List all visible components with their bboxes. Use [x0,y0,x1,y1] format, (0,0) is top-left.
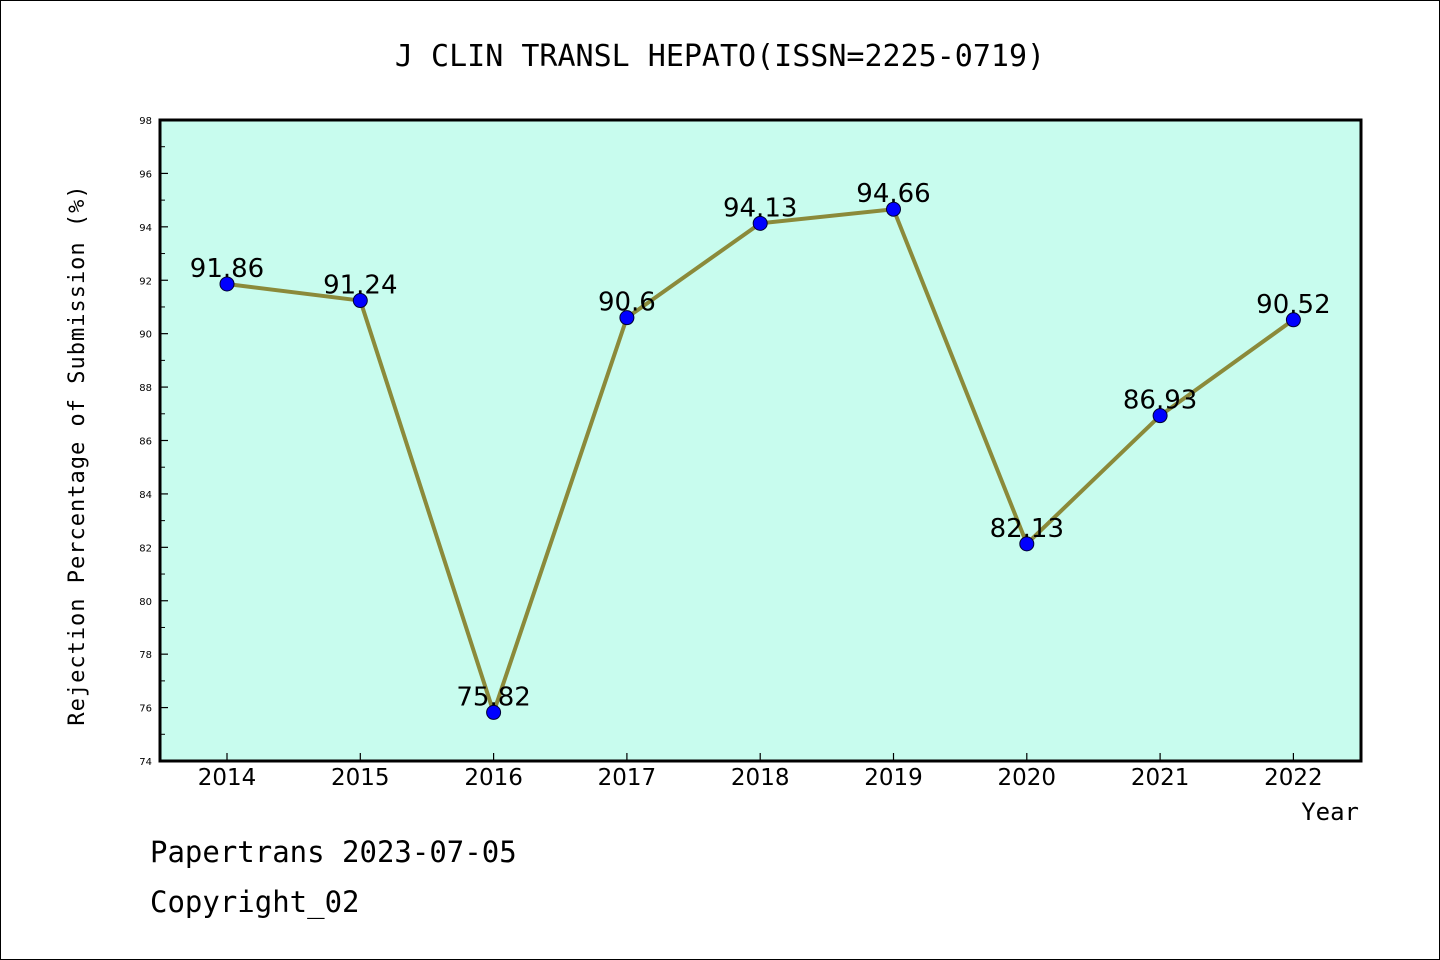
y-tick-label: 98 [139,116,152,127]
y-tick-label: 90 [139,330,152,341]
data-point [1019,536,1035,552]
data-label: 94.66 [856,179,930,209]
data-label: 90.6 [598,288,656,318]
data-point [619,310,635,326]
data-label: 86.93 [1123,386,1197,416]
y-axis-label: Rejection Percentage of Submission (%) [65,184,90,725]
x-tick-label: 2014 [198,765,257,791]
data-point [1285,312,1301,328]
chart-title: J CLIN TRANSL HEPATO(ISSN=2225-0719) [395,39,1045,74]
data-point [219,276,235,292]
footer-date: Papertrans 2023-07-05 [150,835,517,869]
x-tick-label: 2018 [731,765,790,791]
data-label: 82.13 [990,514,1064,544]
data-point [352,293,368,309]
x-axis-label: Year [1301,798,1359,826]
y-tick-label: 84 [139,490,152,501]
data-label: 94.13 [723,193,797,223]
y-tick-label: 96 [139,169,152,180]
x-tick-label: 2021 [1131,765,1190,791]
y-tick-label: 88 [139,383,152,394]
x-tick-label: 2019 [864,765,923,791]
y-tick-label: 86 [139,437,152,448]
y-tick-label: 82 [139,543,152,554]
x-tick-label: 2017 [598,765,657,791]
x-tick-label: 2020 [998,765,1057,791]
x-tick-label: 2016 [464,765,523,791]
data-point [1152,408,1168,424]
series-line-group [219,201,1301,720]
x-tick-label: 2022 [1264,765,1323,791]
y-tick-label: 76 [139,704,152,715]
data-label: 90.52 [1256,290,1330,320]
y-tick-label: 78 [139,650,152,661]
y-tick-label: 94 [139,223,152,234]
data-point [886,201,901,217]
footer-copyright: Copyright_02 [150,885,360,919]
data-label: 75.82 [456,682,530,712]
y-tick-label: 74 [139,757,152,768]
data-point [486,704,502,720]
data-labels: 91.86 91.24 75.82 90.6 94.13 94.66 82.13 86.93 9… [190,179,1331,712]
y-tick-label: 92 [139,276,152,287]
axis-ticks: 74 76 78 80 82 84 86 88 90 92 94 96 98 2014 2015 2016 20… [139,116,1322,791]
data-label: 91.24 [323,271,397,301]
x-tick-label: 2015 [331,765,390,791]
y-tick-label: 80 [139,597,152,608]
data-point [752,215,768,231]
data-label: 91.86 [190,254,264,284]
